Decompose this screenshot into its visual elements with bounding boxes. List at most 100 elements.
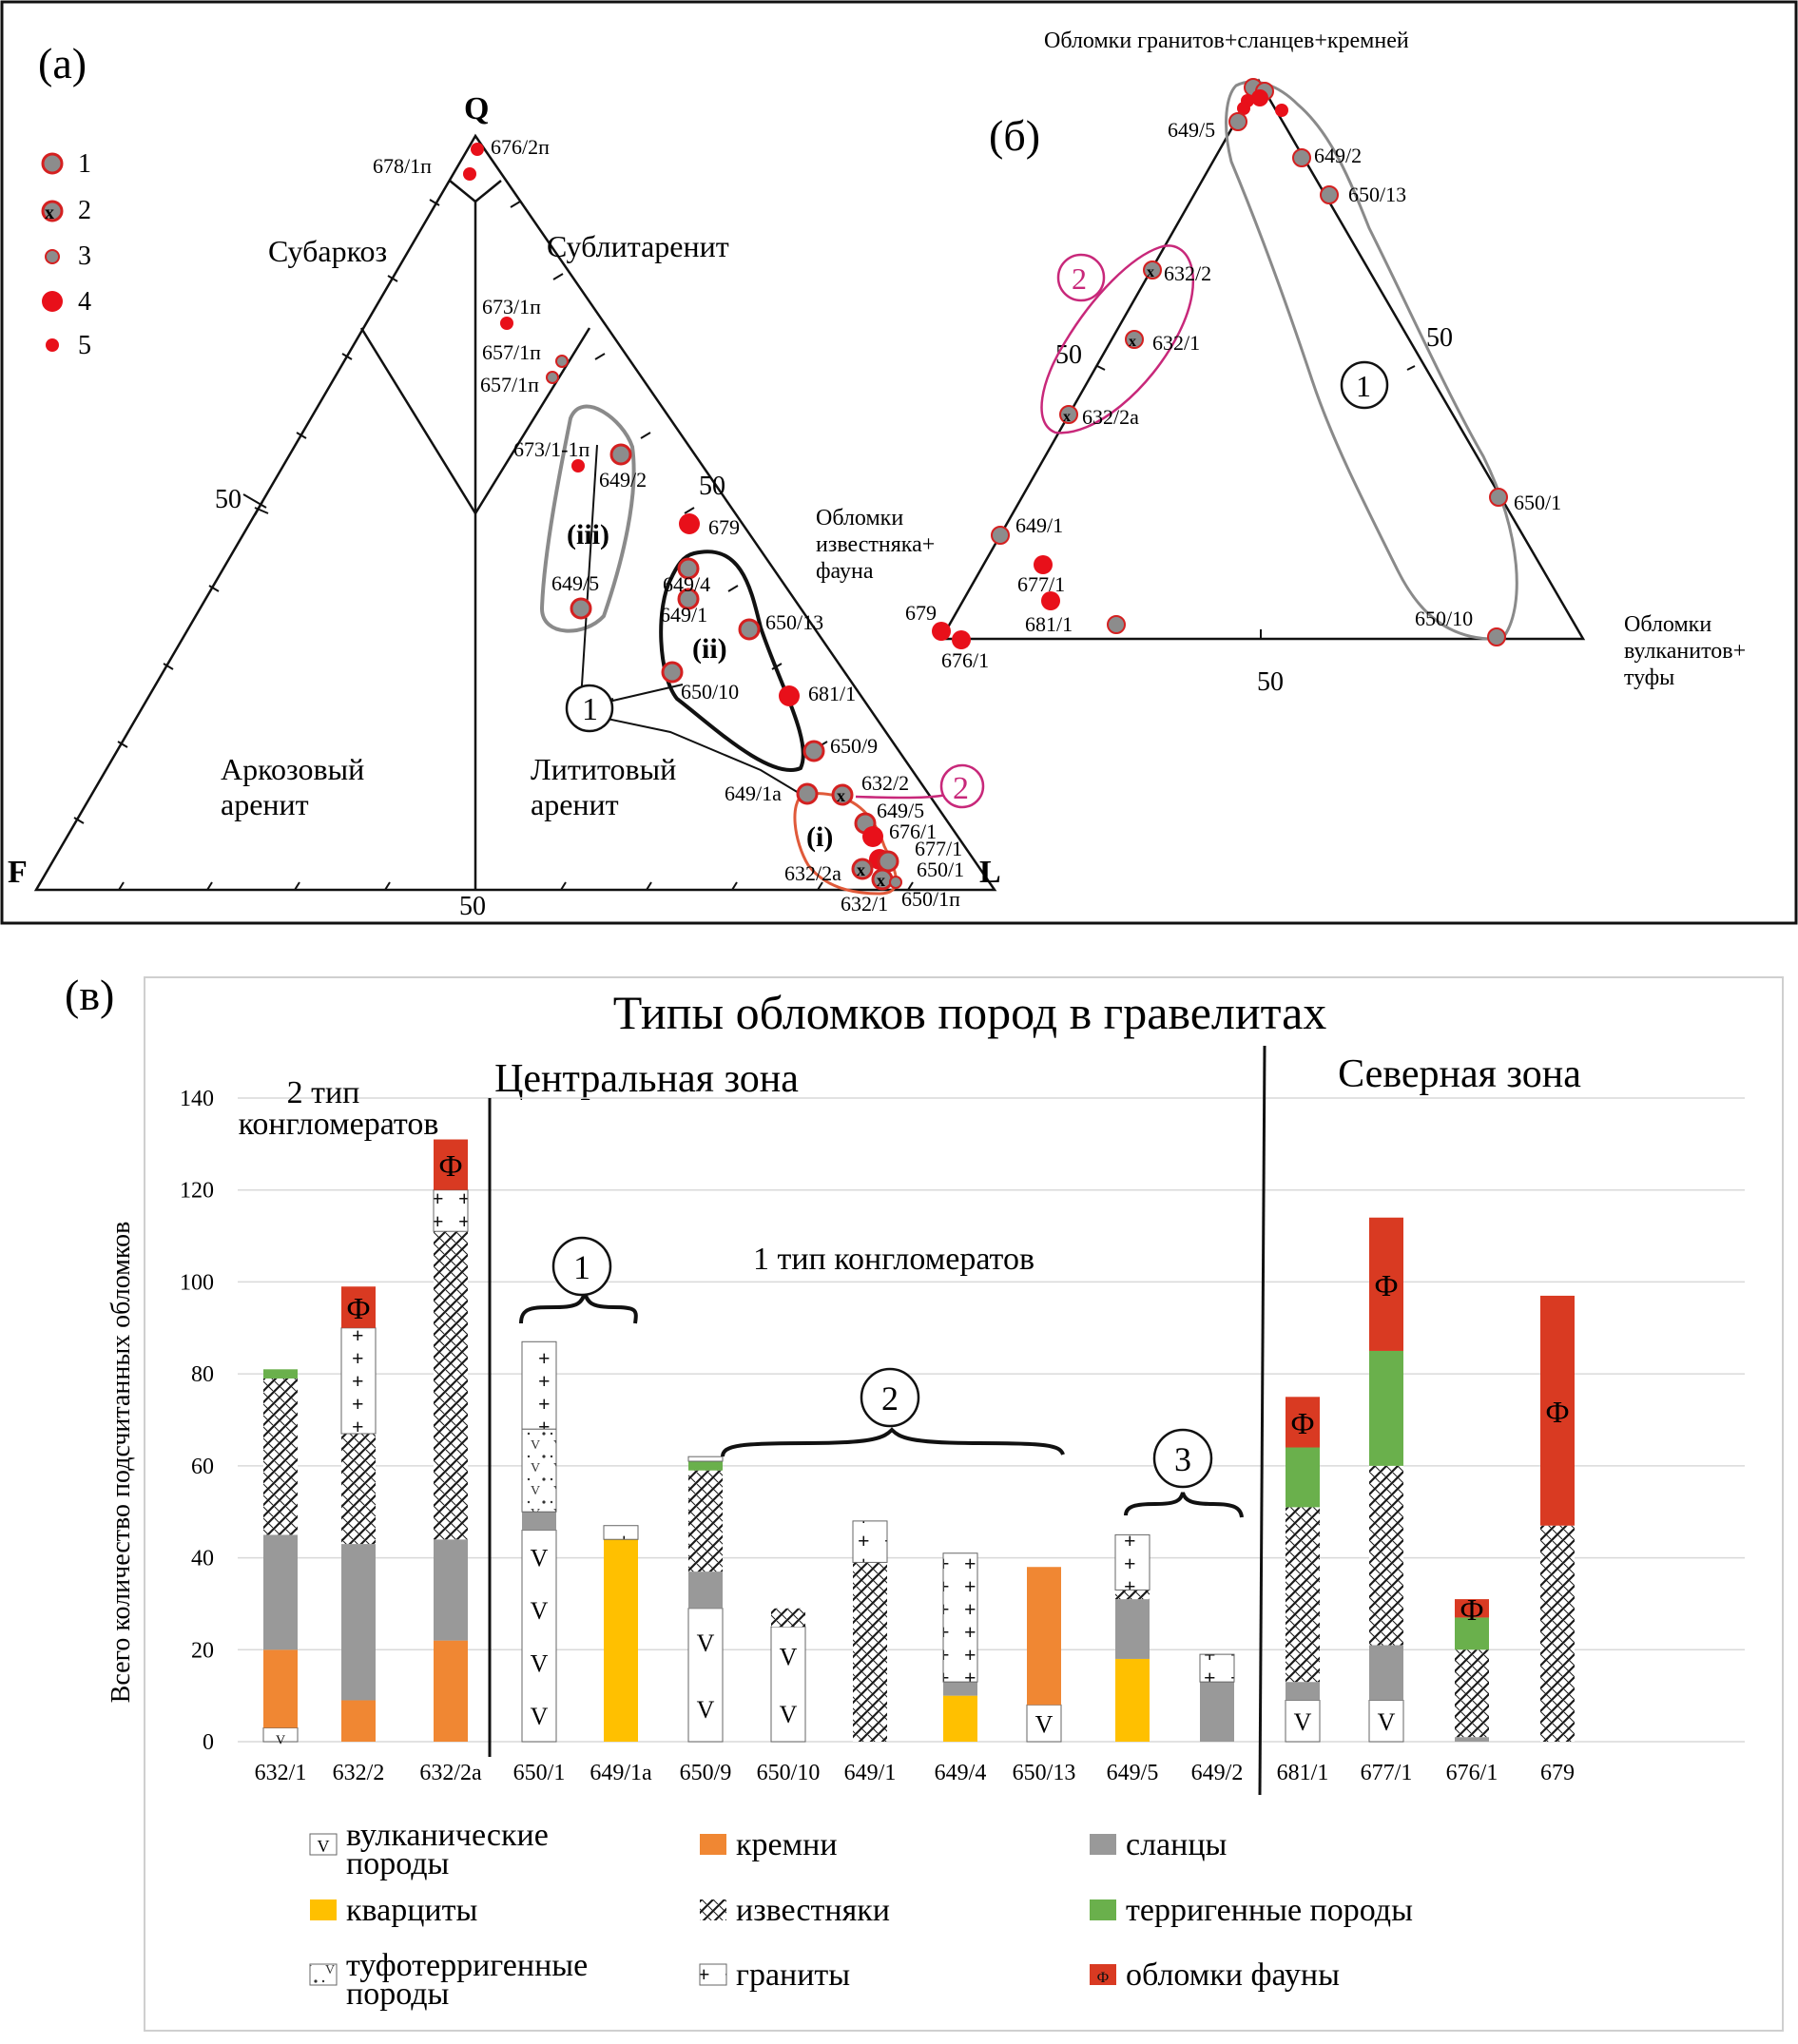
- b-right-label-1: Обломки: [1624, 612, 1711, 637]
- bar-segment-limestone: [341, 1434, 376, 1545]
- bar-segment-volcanic: [1368, 1699, 1404, 1743]
- bar-segment-chert: [1027, 1567, 1061, 1706]
- bar-segment-fauna: [1369, 1217, 1403, 1351]
- legend-swatch-fauna: [1090, 1964, 1116, 1985]
- bar-segment-quartzite: [1115, 1658, 1150, 1742]
- volcanic-mark: V: [276, 1734, 285, 1748]
- point-649-1a: [796, 782, 819, 805]
- legend-label-volcanic-line2: породы: [346, 1846, 450, 1881]
- bar-segment-granite: [433, 1189, 469, 1232]
- point-657-1p-b: [546, 371, 559, 384]
- b-fifty-bottom: 50: [1257, 667, 1284, 697]
- field-1-text: 1: [582, 692, 598, 727]
- label-649-4: 649/4: [663, 572, 710, 596]
- x-mark-632-1: x: [877, 871, 885, 890]
- fifty-left: 50: [215, 485, 242, 514]
- annotation-type2-word1: 2 тип: [287, 1075, 360, 1110]
- quartzarenite-field: [449, 180, 502, 203]
- fauna-mark: Ф: [346, 1291, 370, 1325]
- legend-swatch-limestone: [700, 1899, 726, 1920]
- label-632-2a: 632/2а: [784, 861, 841, 885]
- b-label-649-2: 649/2: [1314, 144, 1362, 167]
- b-label-650-1: 650/1: [1514, 491, 1561, 514]
- legend-label-terrigenous: терригенные породы: [1126, 1893, 1413, 1928]
- label-650-1p: 650/1п: [901, 887, 960, 911]
- point-650-13: [738, 618, 761, 641]
- legend-x-mark: x: [45, 202, 54, 223]
- bracket-2: [721, 1427, 1065, 1457]
- x-mark-632-2a: x: [857, 860, 865, 879]
- bar-segment-granite: [340, 1327, 377, 1435]
- b-group-2-badge: [1056, 253, 1106, 302]
- label-681-1: 681/1: [808, 682, 856, 705]
- legend-label-volcanic: вулканические: [346, 1818, 549, 1853]
- x-tick-label: 679: [1540, 1761, 1575, 1785]
- b-label-649-5: 649/5: [1168, 118, 1215, 142]
- b-label-632-2a: 632/2а: [1082, 405, 1139, 429]
- b-sample-labels: 649/5 649/2 650/13 632/2 632/1 632/2а 65…: [905, 118, 1561, 672]
- b-label-632-1: 632/1: [1152, 331, 1200, 355]
- legend-label-quartzite: кварциты: [346, 1893, 477, 1928]
- label-657-1p-a: 657/1п: [482, 340, 541, 364]
- point-650-10: [661, 661, 684, 684]
- b-group-2-outline: [1040, 244, 1195, 434]
- bar-segment-limestone: [1455, 1649, 1489, 1738]
- b-point-632-2: [1143, 260, 1162, 280]
- zone-northern: Северная зона: [1338, 1052, 1581, 1096]
- bar-segment-limestone: [434, 1231, 468, 1540]
- x-tick-label: 649/5: [1107, 1761, 1159, 1785]
- volcanic-mark: V: [1035, 1711, 1054, 1739]
- group-3-label: 3: [1174, 1440, 1191, 1478]
- label-679: 679: [708, 515, 740, 539]
- legend-x-circle: [41, 200, 64, 222]
- b-label-650-10: 650/10: [1415, 607, 1473, 630]
- bar-segment-limestone: [1286, 1507, 1320, 1683]
- bar-segment-granite: [942, 1552, 978, 1683]
- point-650-1p: [889, 876, 902, 889]
- group-brackets: [519, 1286, 1244, 1518]
- bar-segment-terrigenous: [263, 1369, 298, 1379]
- bar-segment-granite: [852, 1520, 888, 1563]
- legend-swatch-volcanic: [309, 1833, 338, 1856]
- b-group-1-text: 1: [1356, 369, 1371, 403]
- label-632-2: 632/2: [861, 771, 909, 795]
- bar-segment-volcanic: [687, 1608, 724, 1743]
- b-fifty-right: 50: [1426, 323, 1453, 353]
- label-649-1: 649/1: [660, 603, 707, 627]
- b-point-cluster-5: [1237, 102, 1250, 115]
- field-lithic-1: Лититовый: [531, 752, 676, 786]
- zone-central: Центральная зона: [494, 1057, 799, 1101]
- x-tick-label: 650/10: [757, 1761, 821, 1785]
- b-label-681-1: 681/1: [1025, 612, 1073, 636]
- bar-segment-chert: [434, 1640, 468, 1742]
- point-649-5: [570, 597, 592, 620]
- bar-segment-shale: [522, 1512, 556, 1531]
- b-ternary: [938, 78, 1586, 641]
- bar-segment-quartzite: [943, 1695, 977, 1742]
- x-tick-label: 681/1: [1277, 1761, 1329, 1785]
- x-mark-632-2: x: [837, 786, 845, 805]
- field-arkosic-2: аренит: [221, 787, 309, 821]
- bar-segment-shale: [263, 1534, 298, 1650]
- label-649-5b: 649/5: [877, 799, 924, 822]
- b-group-1-outline: [1225, 80, 1518, 641]
- point-673-1p: [500, 317, 513, 330]
- bar-segment-shale: [341, 1544, 376, 1701]
- label-673-1-1p: 673/1-1п: [513, 437, 590, 461]
- volcanic-mark: V: [697, 1629, 715, 1657]
- apex-l: L: [979, 855, 1001, 890]
- legend-small-gray: [45, 249, 60, 264]
- b-points: x x x: [932, 78, 1508, 649]
- point-676-1: [862, 826, 883, 847]
- y-tick-label: 100: [180, 1270, 214, 1295]
- legend-fauna-mark: Ф: [1097, 1970, 1110, 1986]
- bar-segment-granite: [1114, 1533, 1150, 1591]
- legend-label-tuffterrigenous: туфотерригенные: [346, 1948, 588, 1983]
- fauna-mark: Ф: [1545, 1395, 1569, 1429]
- fauna-mark: Ф: [1290, 1406, 1314, 1440]
- legend-swatch-chert: [700, 1834, 726, 1855]
- legend-num-2: 2: [78, 196, 91, 225]
- annotation-type2-word2: конгломератов: [239, 1107, 439, 1142]
- b-left-label-3: фауна: [816, 559, 874, 584]
